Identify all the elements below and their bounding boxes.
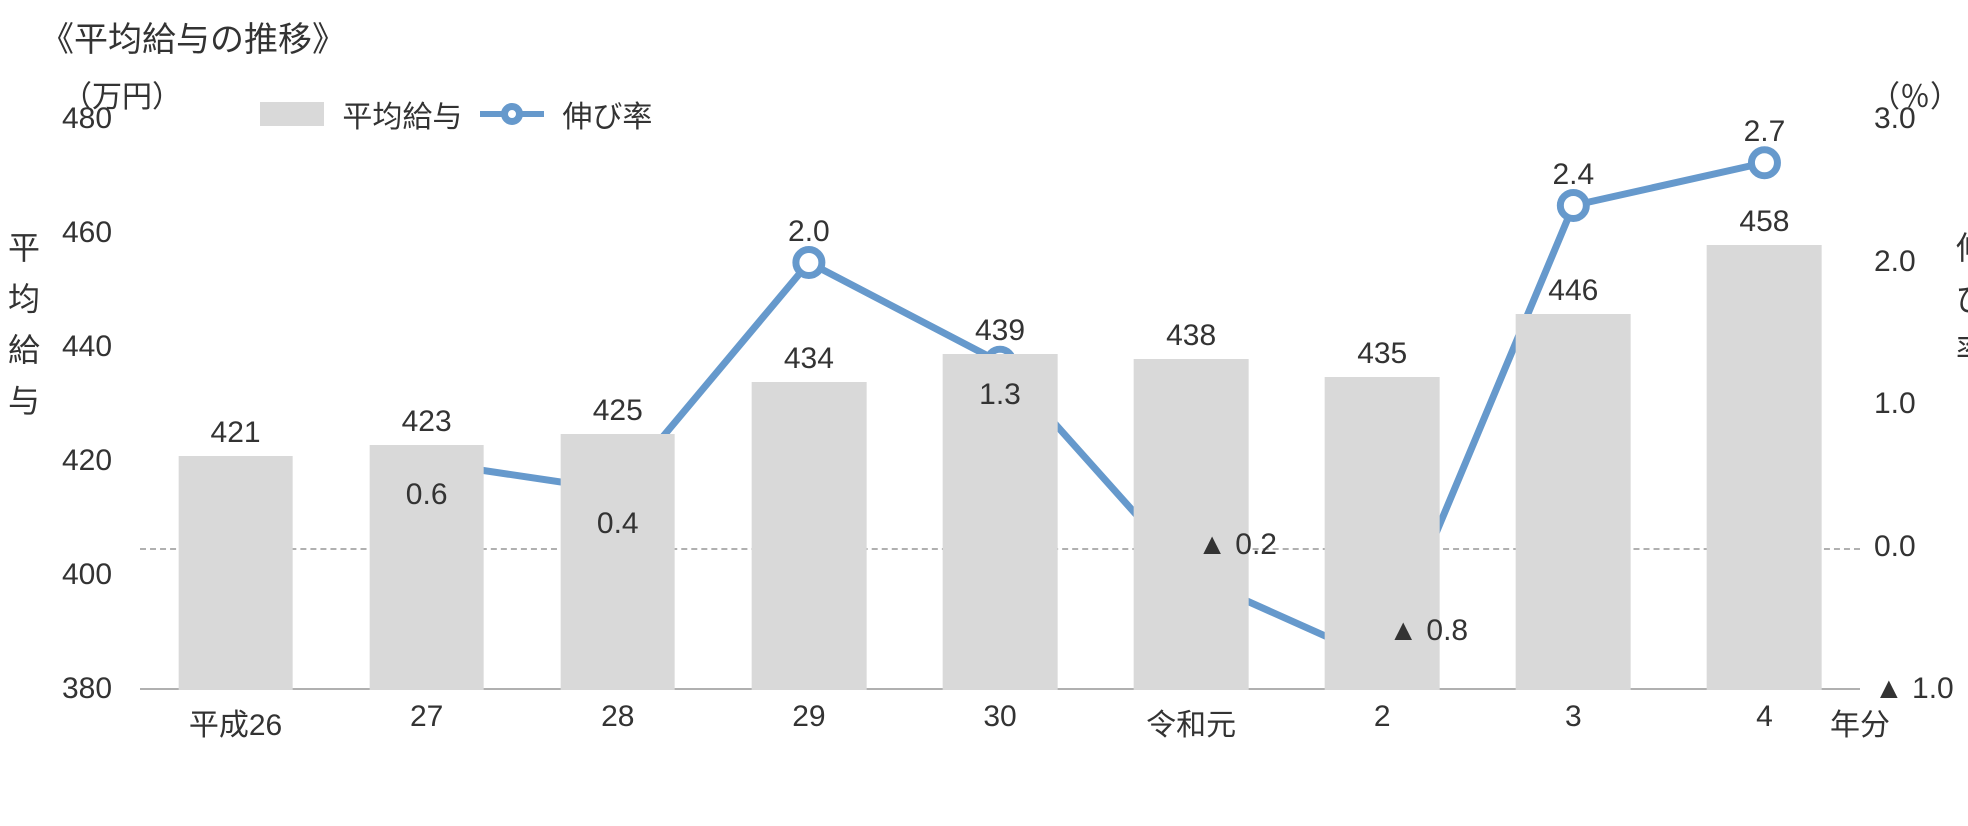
bar	[752, 382, 867, 690]
y-left-tick: 460	[62, 216, 112, 250]
chart-container: 《平均給与の推移》 （万円） （％） 平均給与 伸び率 年分 平均給与伸び率 3…	[0, 0, 1968, 826]
bar	[1134, 359, 1249, 690]
bar-value-label: 458	[1739, 205, 1789, 239]
bar	[560, 434, 675, 691]
bar	[1516, 314, 1631, 690]
x-axis-unit: 年分	[1830, 700, 1890, 744]
line-value-label: 1.3	[979, 378, 1021, 412]
y-right-tick: ▲ 1.0	[1874, 672, 1954, 706]
y-left-tick: 420	[62, 444, 112, 478]
bar-value-label: 421	[211, 416, 261, 450]
y-left-tick: 480	[62, 102, 112, 136]
legend-label: 平均給与	[342, 92, 462, 136]
legend-label: 伸び率	[562, 92, 652, 136]
bar-value-label: 435	[1357, 337, 1407, 371]
line-value-label: ▲ 0.8	[1388, 614, 1468, 648]
y-right-tick: 3.0	[1874, 102, 1916, 136]
x-tick: 29	[792, 700, 825, 734]
x-tick: 30	[983, 700, 1016, 734]
bar-value-label: 446	[1548, 274, 1598, 308]
y-right-axis-title: 伸び率	[1956, 223, 1968, 377]
line-value-label: 0.4	[597, 507, 639, 541]
chart-title: 《平均給与の推移》	[40, 12, 346, 61]
x-tick: 27	[410, 700, 443, 734]
y-right-tick: 2.0	[1874, 245, 1916, 279]
bar-value-label: 438	[1166, 319, 1216, 353]
x-tick: 平成26	[189, 700, 282, 744]
y-left-tick: 440	[62, 330, 112, 364]
line-value-label: 2.7	[1744, 115, 1786, 149]
x-tick: 令和元	[1146, 700, 1236, 744]
bar	[1707, 245, 1822, 690]
y-left-tick: 380	[62, 672, 112, 706]
x-tick: 4	[1756, 700, 1773, 734]
x-tick: 3	[1565, 700, 1582, 734]
bar	[178, 456, 293, 690]
y-left-tick: 400	[62, 558, 112, 592]
x-tick: 2	[1374, 700, 1391, 734]
bar-value-label: 434	[784, 342, 834, 376]
bar-value-label: 423	[402, 405, 452, 439]
line-marker	[1751, 150, 1777, 176]
line-marker	[796, 250, 822, 276]
line-value-label: 2.0	[788, 215, 830, 249]
x-tick: 28	[601, 700, 634, 734]
legend-swatch-bar	[260, 102, 324, 126]
line-value-label: ▲ 0.2	[1197, 528, 1277, 562]
legend: 平均給与 伸び率	[260, 92, 652, 136]
y-right-tick: 0.0	[1874, 530, 1916, 564]
line-marker	[1560, 193, 1586, 219]
line-value-label: 0.6	[406, 478, 448, 512]
line-value-label: 2.4	[1552, 158, 1594, 192]
y-right-tick: 1.0	[1874, 387, 1916, 421]
y-left-axis-title: 平均給与	[8, 223, 40, 428]
bar-value-label: 439	[975, 314, 1025, 348]
legend-swatch-line	[480, 102, 544, 126]
bar-value-label: 425	[593, 394, 643, 428]
